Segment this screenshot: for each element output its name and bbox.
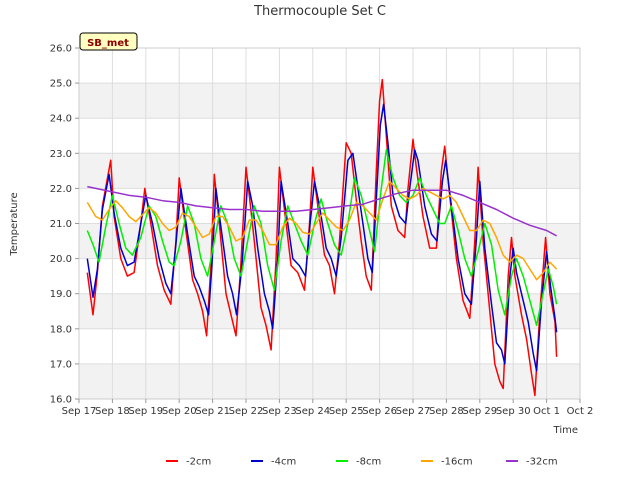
grid	[78, 47, 581, 400]
x-tick-label: Sep 24	[295, 406, 330, 417]
plot-band	[79, 83, 580, 119]
plot-band	[79, 48, 580, 84]
x-tick-label: Sep 23	[262, 406, 297, 417]
y-tick-label: 21.0	[50, 219, 72, 230]
badge-box	[79, 32, 138, 51]
x-tick-label: Sep 21	[195, 406, 230, 417]
legend-label: -8cm	[356, 457, 381, 468]
badge-label: SB_met	[87, 38, 129, 49]
y-tick-label: 25.0	[50, 79, 72, 90]
x-tick-label: Sep 30	[496, 406, 531, 417]
y-tick-label: 18.0	[50, 324, 72, 335]
series-line	[86, 103, 558, 372]
x-tick-label: Oct 2	[567, 406, 594, 417]
y-tick-label: 16.0	[50, 395, 72, 406]
chart-title: Thermocouple Set C	[253, 4, 386, 19]
legend-label: -32cm	[526, 457, 558, 468]
x-tick-label: Sep 19	[128, 406, 163, 417]
legend-label: -4cm	[271, 457, 296, 468]
x-tick-label: Sep 17	[62, 406, 97, 417]
legend-label: -2cm	[186, 457, 211, 468]
y-axis-label: Temperature	[9, 192, 20, 256]
x-tick-label: Sep 27	[396, 406, 431, 417]
x-tick-label: Sep 18	[95, 406, 130, 417]
series-line	[86, 149, 558, 327]
plot-band	[79, 118, 580, 154]
y-tick-label: 26.0	[50, 44, 72, 55]
x-tick-label: Sep 26	[362, 406, 397, 417]
y-tick-label: 19.0	[50, 289, 72, 300]
plot-band	[79, 293, 580, 329]
y-tick-label: 17.0	[50, 359, 72, 370]
series-line	[86, 180, 558, 281]
series-line	[87, 185, 557, 237]
x-tick-label: Sep 28	[429, 406, 464, 417]
y-tick-label: 22.0	[50, 184, 72, 195]
plot-band	[79, 328, 580, 364]
y-tick-label: 24.0	[50, 114, 72, 125]
plot-band	[79, 363, 580, 399]
plot-band	[79, 153, 580, 189]
x-tick-label: Sep 29	[462, 406, 497, 417]
y-axis: 16.0 17.0 18.0 19.0 20.0 21.0 22.0 23.0 24.0 25.0…	[50, 44, 79, 406]
x-axis-label: Time	[553, 425, 578, 436]
series-group	[86, 78, 558, 397]
legend: -2cm -4cm -8cm -16cm -32cm	[166, 457, 558, 468]
y-tick-label: 20.0	[50, 254, 72, 265]
badge: SB_met	[79, 32, 138, 51]
x-tick-label: Sep 20	[162, 406, 197, 417]
x-tick-label: Sep 22	[229, 406, 264, 417]
y-tick-label: 23.0	[50, 149, 72, 160]
x-tick-label: Oct 1	[533, 406, 560, 417]
plot-band	[79, 188, 580, 224]
x-tick-label: Sep 25	[329, 406, 364, 417]
legend-label: -16cm	[441, 457, 473, 468]
